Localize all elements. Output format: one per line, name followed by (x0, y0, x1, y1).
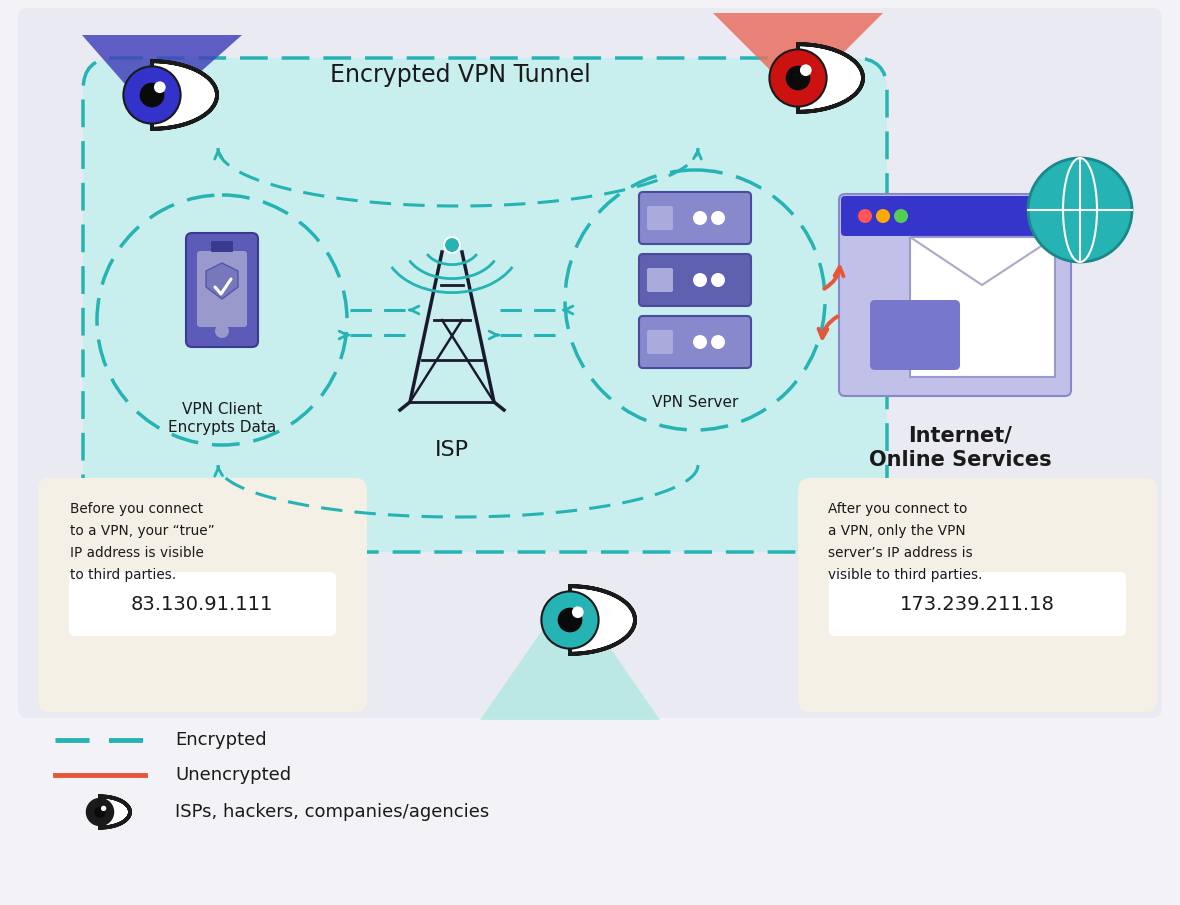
Circle shape (858, 209, 872, 223)
FancyBboxPatch shape (830, 572, 1126, 636)
Circle shape (124, 66, 181, 124)
Polygon shape (152, 62, 217, 129)
FancyBboxPatch shape (647, 268, 673, 292)
FancyBboxPatch shape (647, 330, 673, 354)
Circle shape (769, 50, 827, 107)
FancyBboxPatch shape (640, 254, 750, 306)
Text: VPN Server: VPN Server (651, 395, 739, 410)
Text: Before you connect: Before you connect (70, 502, 203, 516)
Circle shape (572, 606, 584, 618)
Text: IP address is visible: IP address is visible (70, 546, 204, 560)
Circle shape (693, 335, 707, 349)
Text: Encrypts Data: Encrypts Data (168, 420, 276, 435)
Circle shape (693, 273, 707, 287)
Text: 83.130.91.111: 83.130.91.111 (131, 595, 274, 614)
Polygon shape (910, 237, 1055, 377)
Text: Internet/: Internet/ (909, 425, 1012, 445)
Text: server’s IP address is: server’s IP address is (828, 546, 972, 560)
Polygon shape (206, 263, 238, 299)
FancyBboxPatch shape (870, 300, 961, 370)
Circle shape (558, 607, 583, 633)
FancyBboxPatch shape (640, 316, 750, 368)
FancyBboxPatch shape (647, 206, 673, 230)
Text: to a VPN, your “true”: to a VPN, your “true” (70, 524, 215, 538)
Circle shape (786, 66, 811, 90)
Polygon shape (798, 44, 863, 112)
Circle shape (712, 211, 725, 225)
Polygon shape (81, 35, 242, 115)
Circle shape (215, 324, 229, 338)
Text: visible to third parties.: visible to third parties. (828, 568, 983, 582)
FancyBboxPatch shape (18, 8, 1162, 718)
Polygon shape (570, 586, 635, 653)
Circle shape (94, 806, 106, 818)
Polygon shape (713, 13, 883, 98)
Text: Unencrypted: Unencrypted (175, 766, 291, 784)
Circle shape (876, 209, 890, 223)
FancyBboxPatch shape (839, 194, 1071, 396)
FancyBboxPatch shape (197, 251, 247, 327)
Circle shape (565, 170, 825, 430)
Circle shape (97, 195, 347, 445)
FancyBboxPatch shape (38, 478, 367, 712)
Circle shape (712, 335, 725, 349)
Circle shape (712, 273, 725, 287)
Text: Encrypted: Encrypted (175, 731, 267, 749)
FancyBboxPatch shape (186, 233, 258, 347)
Polygon shape (100, 796, 130, 827)
Text: ISPs, hackers, companies/agencies: ISPs, hackers, companies/agencies (175, 803, 490, 821)
FancyBboxPatch shape (640, 192, 750, 244)
FancyBboxPatch shape (211, 241, 232, 252)
Text: to third parties.: to third parties. (70, 568, 176, 582)
Circle shape (542, 591, 598, 649)
Circle shape (1028, 158, 1132, 262)
Circle shape (693, 211, 707, 225)
Text: After you connect to: After you connect to (828, 502, 968, 516)
Text: a VPN, only the VPN: a VPN, only the VPN (828, 524, 965, 538)
FancyBboxPatch shape (798, 478, 1158, 712)
Polygon shape (480, 590, 660, 720)
Text: ISP: ISP (435, 440, 468, 460)
Circle shape (444, 237, 460, 253)
FancyBboxPatch shape (83, 58, 887, 552)
Text: 173.239.211.18: 173.239.211.18 (899, 595, 1055, 614)
Circle shape (87, 799, 113, 825)
Text: Online Services: Online Services (868, 450, 1051, 470)
Text: Encrypted VPN Tunnel: Encrypted VPN Tunnel (329, 63, 590, 87)
Circle shape (153, 81, 165, 93)
FancyBboxPatch shape (68, 572, 336, 636)
FancyBboxPatch shape (841, 196, 1069, 236)
Text: VPN Client: VPN Client (182, 402, 262, 417)
Circle shape (894, 209, 907, 223)
Circle shape (800, 64, 812, 76)
Circle shape (139, 82, 164, 108)
Circle shape (101, 805, 106, 811)
